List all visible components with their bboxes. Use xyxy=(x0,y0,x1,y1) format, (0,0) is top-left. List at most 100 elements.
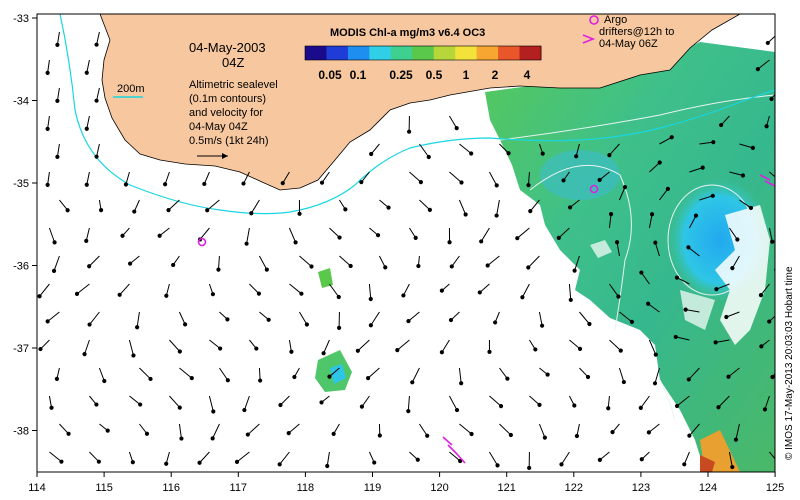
sealevel-legend-line-4: 04-May 04Z xyxy=(189,121,248,133)
velocity-arrow xyxy=(282,171,290,184)
velocity-arrow xyxy=(648,339,657,355)
velocity-arrow xyxy=(408,311,420,322)
velocity-arrowhead xyxy=(778,463,781,466)
velocity-arrowhead xyxy=(327,374,332,379)
velocity-arrowhead xyxy=(280,181,285,186)
velocity-arrow xyxy=(575,143,580,157)
colorbar-swatch xyxy=(347,46,370,60)
velocity-arrowhead xyxy=(638,405,643,410)
velocity-arrow xyxy=(329,227,340,238)
velocity-arrowhead xyxy=(556,235,561,240)
velocity-arrow xyxy=(209,339,221,349)
velocity-arrow xyxy=(129,395,141,405)
colorbar-tick-label: 0.05 xyxy=(318,68,342,82)
argo-legend-line-2: drifters@12h to xyxy=(599,26,674,38)
velocity-arrowhead xyxy=(359,180,364,185)
velocity-arrowhead xyxy=(189,375,194,381)
velocity-arrowhead xyxy=(45,70,50,75)
velocity-arrowhead xyxy=(652,381,658,386)
velocity-arrow xyxy=(779,200,786,212)
velocity-arrowhead xyxy=(383,265,388,270)
velocity-arrow xyxy=(618,186,626,201)
velocity-arrowhead xyxy=(614,240,620,245)
velocity-arrowhead xyxy=(55,154,60,159)
velocity-arrow xyxy=(529,395,540,406)
velocity-arrowhead xyxy=(459,180,464,185)
velocity-arrowhead xyxy=(148,376,153,382)
velocity-arrow xyxy=(360,171,370,183)
velocity-arrowhead xyxy=(487,349,492,354)
velocity-arrowhead xyxy=(610,430,615,435)
velocity-arrowhead xyxy=(574,433,580,439)
velocity-arrowhead xyxy=(700,165,705,170)
velocity-arrowhead xyxy=(495,463,500,468)
velocity-arrow xyxy=(451,255,460,267)
velocity-arrow xyxy=(527,171,530,186)
velocity-arrowhead xyxy=(52,240,57,245)
velocity-arrowhead xyxy=(449,264,454,269)
velocity-arrowhead xyxy=(368,296,373,302)
velocity-arrow xyxy=(169,339,181,352)
y-tick-label: -37 xyxy=(13,343,29,355)
velocity-arrowhead xyxy=(477,290,482,295)
velocity-arrowhead xyxy=(65,208,70,213)
velocity-arrow xyxy=(499,423,512,436)
velocity-arrow xyxy=(715,339,730,343)
colorbar-gradient xyxy=(304,45,542,61)
velocity-arrowhead xyxy=(177,405,182,410)
velocity-arrow xyxy=(212,423,220,439)
x-tick-label: 123 xyxy=(632,482,650,494)
velocity-arrowhead xyxy=(479,239,484,244)
velocity-arrowhead xyxy=(646,301,651,306)
velocity-arrowhead xyxy=(447,240,452,245)
velocity-arrowhead xyxy=(105,428,110,433)
velocity-arrowhead xyxy=(608,211,614,217)
velocity-arrow xyxy=(136,311,140,328)
velocity-arrowhead xyxy=(37,294,42,299)
velocity-arrow xyxy=(370,143,380,155)
velocity-arrowhead xyxy=(762,407,768,412)
x-tick-label: 124 xyxy=(699,482,717,494)
velocity-arrow xyxy=(299,255,312,267)
colorbar-tick-label: 1 xyxy=(463,68,470,82)
velocity-arrow xyxy=(728,367,740,378)
velocity-arrow xyxy=(648,214,653,229)
velocity-arrowhead xyxy=(264,267,269,272)
velocity-arrowhead xyxy=(74,291,80,296)
colorbar-swatch xyxy=(498,46,521,60)
velocity-arrowhead xyxy=(758,293,764,298)
velocity-arrowhead xyxy=(249,211,254,216)
velocity-arrow xyxy=(699,195,713,201)
velocity-arrow xyxy=(728,451,733,468)
velocity-arrow xyxy=(768,315,775,322)
velocity-arrow xyxy=(56,31,60,45)
velocity-arrow xyxy=(339,255,351,267)
velocity-arrowhead xyxy=(439,350,444,355)
velocity-arrow xyxy=(59,199,69,211)
velocity-arrow xyxy=(246,227,250,244)
velocity-arrowhead xyxy=(597,457,602,463)
velocity-arrow xyxy=(659,188,669,201)
velocity-arrowhead xyxy=(506,151,511,156)
velocity-arrowhead xyxy=(127,261,133,266)
y-tick-label: -35 xyxy=(13,178,29,190)
velocity-arrow xyxy=(409,171,422,183)
velocity-arrow xyxy=(659,136,672,145)
velocity-arrow xyxy=(538,311,543,326)
velocity-arrowhead xyxy=(779,179,782,182)
velocity-arrow xyxy=(208,395,214,412)
velocity-arrowhead xyxy=(730,464,735,470)
velocity-arrow xyxy=(489,395,502,407)
velocity-arrowhead xyxy=(299,291,304,296)
velocity-arrow xyxy=(676,395,690,407)
velocity-arrowhead xyxy=(493,320,498,325)
velocity-arrowhead xyxy=(494,213,499,218)
velocity-arrow xyxy=(779,144,783,154)
plot-border xyxy=(36,13,776,473)
velocity-arrowhead xyxy=(622,185,628,190)
velocity-arrow xyxy=(771,93,775,100)
velocity-arrowhead xyxy=(66,431,71,436)
velocity-arrowhead xyxy=(653,240,658,245)
velocity-arrowhead xyxy=(164,461,169,466)
credit-text: © IMOS 17-May-2013 20:03:03 Hobart time xyxy=(784,266,795,460)
